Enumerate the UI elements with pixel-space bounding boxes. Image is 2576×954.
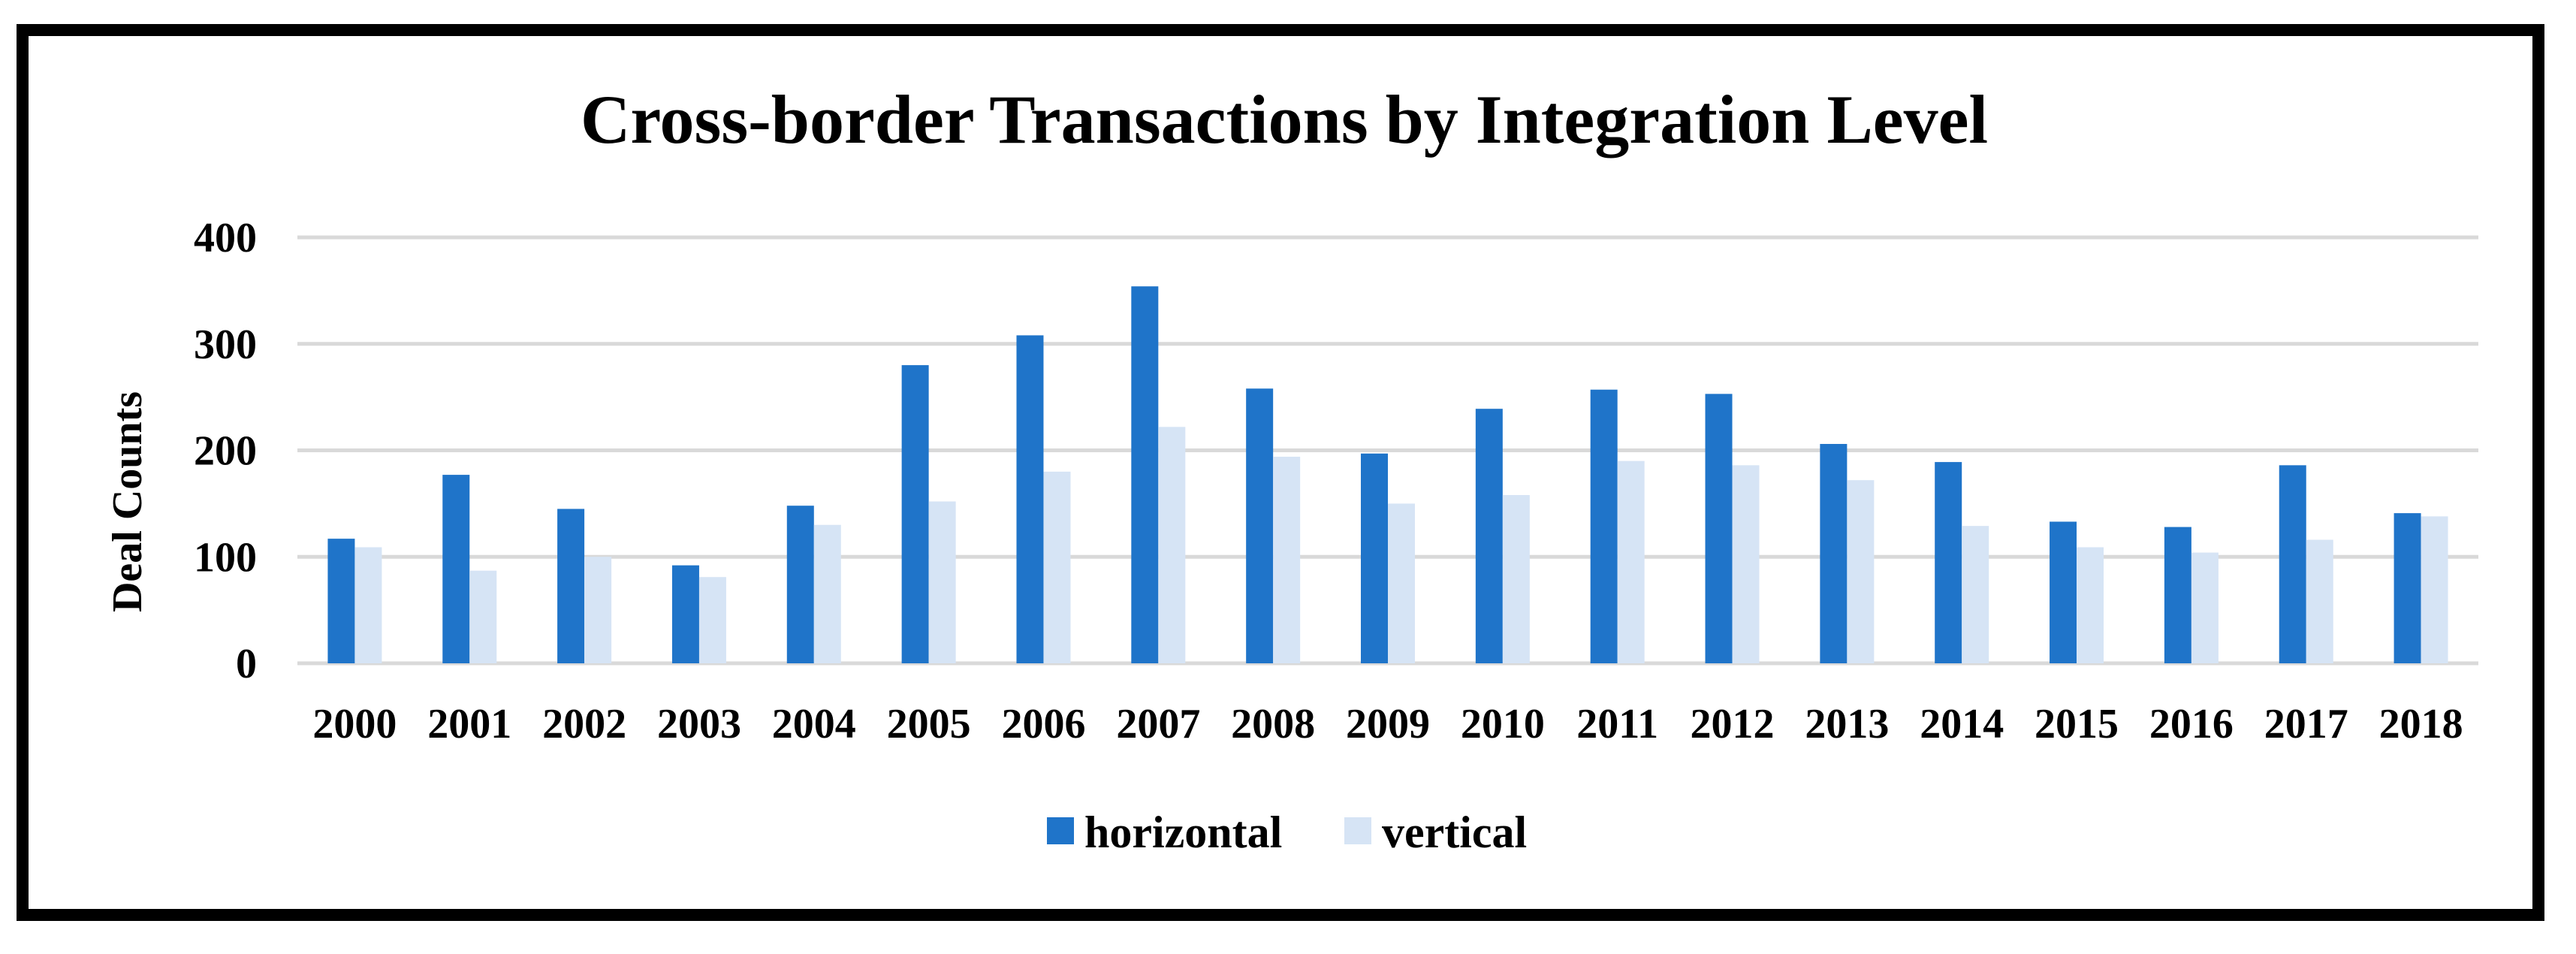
bar-horizontal-2004 [786, 506, 814, 663]
bar-vertical-2007 [1158, 427, 1186, 663]
legend-label-vertical: vertical [1382, 808, 1527, 857]
bar-horizontal-2002 [557, 509, 585, 663]
x-tick-label: 2017 [2264, 701, 2348, 747]
bar-horizontal-2011 [1590, 389, 1618, 663]
chart-title: Cross-border Transactions by Integration… [581, 81, 1988, 158]
y-tick-label: 0 [236, 641, 257, 687]
bar-horizontal-2018 [2394, 513, 2421, 663]
bars [327, 286, 2448, 663]
legend-swatch-vertical [1344, 817, 1371, 844]
x-tick-label: 2012 [1691, 701, 1775, 747]
bar-vertical-2001 [469, 570, 497, 663]
bar-horizontal-2016 [2164, 527, 2191, 663]
bar-vertical-2017 [2306, 539, 2333, 663]
x-tick-label: 2002 [542, 701, 626, 747]
x-tick-label: 2006 [1001, 701, 1085, 747]
bar-vertical-2002 [584, 557, 612, 663]
bar-horizontal-2001 [442, 475, 470, 663]
x-tick-label: 2000 [312, 701, 397, 747]
x-tick-label: 2005 [887, 701, 971, 747]
x-tick-label: 2011 [1576, 701, 1658, 747]
y-axis-ticks: 0 100 200 300 400 [194, 215, 257, 687]
x-tick-label: 2016 [2149, 701, 2234, 747]
bar-horizontal-2017 [2279, 465, 2306, 663]
y-tick-label: 300 [194, 322, 257, 368]
bar-vertical-2008 [1273, 457, 1301, 663]
x-tick-label: 2004 [772, 701, 856, 747]
bar-horizontal-2003 [671, 565, 699, 663]
bar-vertical-2003 [698, 577, 726, 663]
bar-horizontal-2000 [327, 539, 355, 663]
bar-horizontal-2007 [1131, 286, 1159, 663]
x-tick-label: 2015 [2035, 701, 2119, 747]
bar-horizontal-2010 [1475, 409, 1503, 663]
legend-label-horizontal: horizontal [1084, 808, 1282, 857]
bar-horizontal-2006 [1016, 335, 1044, 663]
bar-horizontal-2013 [1820, 443, 1848, 663]
bar-horizontal-2014 [1935, 462, 1962, 663]
bar-horizontal-2015 [2050, 521, 2077, 663]
bar-horizontal-2008 [1246, 388, 1274, 663]
bar-vertical-2012 [1732, 465, 1760, 663]
x-tick-label: 2007 [1116, 701, 1200, 747]
legend: horizontal vertical [1047, 808, 1527, 857]
bar-vertical-2013 [1847, 480, 1875, 663]
bar-vertical-2006 [1043, 471, 1071, 663]
x-tick-label: 2018 [2379, 701, 2463, 747]
bar-horizontal-2009 [1361, 453, 1388, 663]
bar-vertical-2005 [928, 501, 956, 663]
y-axis-title: Deal Counts [104, 391, 151, 612]
bar-vertical-2015 [2077, 547, 2104, 663]
x-tick-label: 2014 [1920, 701, 2004, 747]
bar-vertical-2004 [813, 524, 841, 663]
legend-swatch-horizontal [1047, 817, 1074, 844]
bar-vertical-2018 [2421, 516, 2448, 663]
x-tick-label: 2013 [1805, 701, 1889, 747]
x-tick-label: 2010 [1461, 701, 1545, 747]
x-tick-label: 2003 [657, 701, 741, 747]
bar-horizontal-2012 [1705, 394, 1733, 663]
y-tick-label: 100 [194, 534, 257, 581]
x-tick-label: 2001 [427, 701, 511, 747]
y-tick-label: 400 [194, 215, 257, 261]
bar-vertical-2011 [1617, 460, 1645, 663]
bar-vertical-2014 [1962, 526, 1989, 663]
bar-vertical-2000 [354, 547, 382, 663]
bar-horizontal-2005 [901, 365, 929, 663]
x-tick-label: 2009 [1346, 701, 1430, 747]
x-tick-label: 2008 [1231, 701, 1315, 747]
bar-vertical-2016 [2191, 552, 2219, 663]
y-tick-label: 200 [194, 428, 257, 475]
x-axis-ticks: 2000 2001 2002 2003 2004 2005 2006 2007 2008 2009… [312, 701, 2463, 747]
bar-vertical-2010 [1502, 495, 1530, 663]
bar-vertical-2009 [1388, 503, 1415, 663]
